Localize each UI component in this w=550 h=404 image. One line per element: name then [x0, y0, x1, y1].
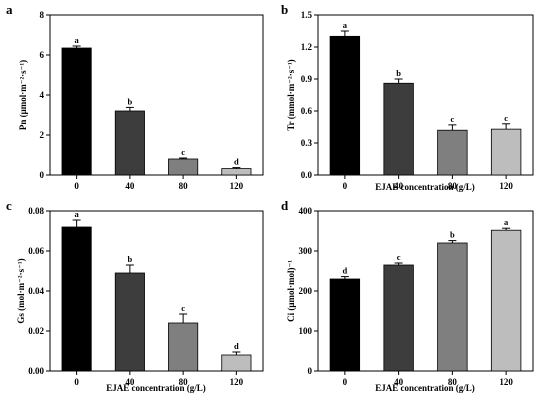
y-tick-label: 0.9 — [301, 74, 313, 84]
x-tick-label: 120 — [230, 377, 244, 387]
bar-120 — [490, 128, 522, 176]
y-tick-label: 200 — [299, 286, 313, 296]
x-tick-label: 80 — [179, 181, 189, 191]
bar-40 — [383, 264, 414, 372]
panel-b: b 0.0 0.3 0.6 0.9 1.2 1.5 Tr (mmol·m⁻²·s⁻¹) a 0 b 4… — [281, 2, 534, 192]
y-tick-label: 4 — [40, 90, 45, 100]
x-tick-label: 40 — [394, 181, 404, 191]
bar-80 — [168, 322, 199, 372]
y-tick-label: 100 — [299, 326, 313, 336]
bar-40 — [114, 110, 145, 176]
bar-40 — [383, 82, 414, 176]
y-tick-label: 0.08 — [28, 206, 44, 216]
y-tick-label: 0.6 — [301, 106, 313, 116]
x-tick-label: 80 — [448, 181, 458, 191]
y-tick-label: 300 — [299, 246, 313, 256]
x-axis-label: EJAE concentration (g/L) — [106, 383, 206, 393]
significance-letter: b — [128, 254, 133, 264]
x-axis-label: EJAE concentration (g/L) — [375, 383, 475, 393]
panel-letter: a — [6, 2, 13, 17]
x-tick-label: 120 — [499, 377, 513, 387]
significance-letter: d — [343, 266, 348, 276]
bar-0 — [329, 35, 361, 176]
x-tick-label: 40 — [394, 377, 404, 387]
bar-0 — [329, 278, 361, 372]
y-tick-label: 0 — [308, 366, 313, 376]
bar-120 — [221, 168, 252, 176]
x-tick-label: 120 — [499, 181, 513, 191]
significance-letter: a — [75, 35, 80, 45]
bar-0 — [61, 47, 92, 176]
significance-letter: a — [75, 209, 80, 219]
plot-frame — [317, 14, 534, 176]
x-tick-label: 0 — [343, 181, 348, 191]
y-tick-label: 0.00 — [28, 366, 44, 376]
significance-letter: d — [234, 341, 239, 351]
significance-letter: c — [181, 303, 185, 313]
x-tick-label: 120 — [230, 181, 244, 191]
y-tick-label: 1.2 — [301, 42, 313, 52]
panel-letter: d — [281, 198, 289, 213]
bar-80 — [168, 158, 199, 176]
y-tick-label: 0.0 — [301, 170, 313, 180]
bar-120 — [490, 229, 522, 372]
panel-c: c 0.00 0.02 0.04 0.06 0.08 Gs (mol·m⁻²·s⁻¹) a 0 b… — [6, 198, 264, 393]
significance-letter: c — [504, 113, 508, 123]
y-tick-label: 8 — [40, 10, 45, 20]
x-tick-label: 0 — [343, 377, 348, 387]
panel-letter: c — [6, 198, 12, 213]
significance-letter: c — [450, 114, 454, 124]
significance-letter: a — [504, 217, 509, 227]
y-axis-label: Tr (mmol·m⁻²·s⁻¹) — [286, 59, 296, 130]
significance-letter: b — [128, 96, 133, 106]
significance-letter: c — [397, 252, 401, 262]
bar-80 — [437, 242, 468, 372]
x-tick-label: 40 — [125, 377, 135, 387]
significance-letter: a — [343, 20, 348, 30]
significance-letter: b — [450, 230, 455, 240]
y-axis-label: Gs (mol·m⁻²·s⁻¹) — [16, 258, 26, 323]
y-tick-label: 400 — [299, 206, 313, 216]
x-tick-label: 40 — [125, 181, 135, 191]
significance-letter: d — [234, 157, 239, 167]
significance-letter: b — [396, 68, 401, 78]
significance-letter: c — [181, 147, 185, 157]
y-axis-label: Pn (μmol·m⁻²·s⁻¹) — [18, 60, 28, 130]
y-tick-label: 0.02 — [28, 326, 44, 336]
bar-0 — [61, 226, 92, 372]
bar-40 — [114, 272, 145, 372]
bar-120 — [221, 354, 252, 372]
x-axis-label: EJAE concentration (g/L) — [375, 182, 475, 192]
y-tick-label: 0.06 — [28, 246, 44, 256]
y-tick-label: 0 — [40, 170, 45, 180]
x-tick-label: 0 — [74, 377, 79, 387]
y-tick-label: 1.5 — [301, 10, 313, 20]
y-tick-label: 2 — [40, 130, 45, 140]
x-tick-label: 0 — [74, 181, 79, 191]
y-tick-label: 0.3 — [301, 138, 313, 148]
bar-80 — [437, 129, 468, 176]
panel-letter: b — [281, 2, 288, 17]
x-tick-label: 80 — [448, 377, 458, 387]
y-axis-label: Ci (μmol·mol)⁻¹ — [286, 260, 296, 322]
x-tick-label: 80 — [179, 377, 189, 387]
panel-d: d 0 100 200 300 400 Ci (μmol·mol)⁻¹ d 0 c 40 b 80 a 12… — [281, 198, 534, 393]
y-tick-label: 6 — [40, 50, 45, 60]
panel-a: a 0 2 4 6 8 Pn (μmol·m⁻²·s⁻¹) a 0 b 40 c 80 d 120 — [6, 2, 264, 191]
y-tick-label: 0.04 — [28, 286, 44, 296]
